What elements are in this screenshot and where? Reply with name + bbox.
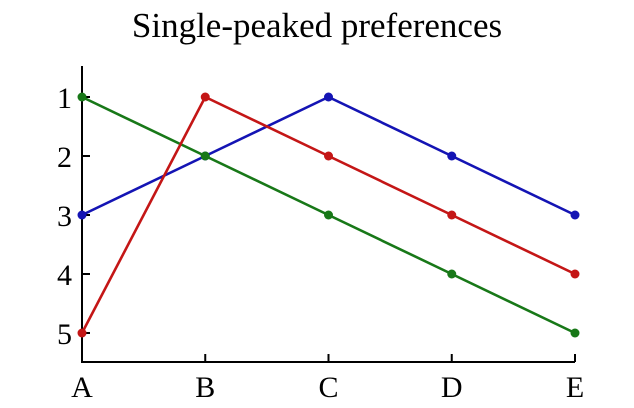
series-red-marker bbox=[570, 269, 580, 279]
y-tick-label: 5 bbox=[57, 318, 72, 351]
series-blue-marker bbox=[77, 210, 87, 220]
x-axis: A B C D E bbox=[71, 354, 584, 404]
series-green-marker bbox=[77, 92, 87, 102]
series-green bbox=[77, 92, 580, 338]
series-red bbox=[77, 92, 580, 338]
y-tick-label: 2 bbox=[57, 141, 72, 174]
y-tick-label: 4 bbox=[57, 259, 72, 292]
series-green-marker bbox=[447, 269, 457, 279]
x-tick-label: C bbox=[318, 371, 338, 404]
y-tick-label: 1 bbox=[57, 82, 72, 115]
series-red-marker bbox=[447, 210, 457, 220]
series-green-marker bbox=[570, 328, 580, 338]
x-tick-label: E bbox=[566, 371, 584, 404]
series-blue-marker bbox=[324, 92, 333, 102]
series-red-marker bbox=[77, 328, 87, 338]
series-blue-marker bbox=[447, 151, 457, 161]
y-tick-label: 3 bbox=[57, 200, 72, 233]
series-red-marker bbox=[200, 92, 210, 102]
series-red-marker bbox=[324, 151, 333, 161]
x-tick-label: D bbox=[441, 371, 463, 404]
x-tick-label: B bbox=[195, 371, 215, 404]
series-blue-marker bbox=[570, 210, 580, 220]
chart-title: Single-peaked preferences bbox=[131, 6, 503, 45]
series-green-marker bbox=[324, 210, 333, 220]
x-tick-label: A bbox=[71, 371, 93, 404]
series-green-marker bbox=[200, 151, 210, 161]
